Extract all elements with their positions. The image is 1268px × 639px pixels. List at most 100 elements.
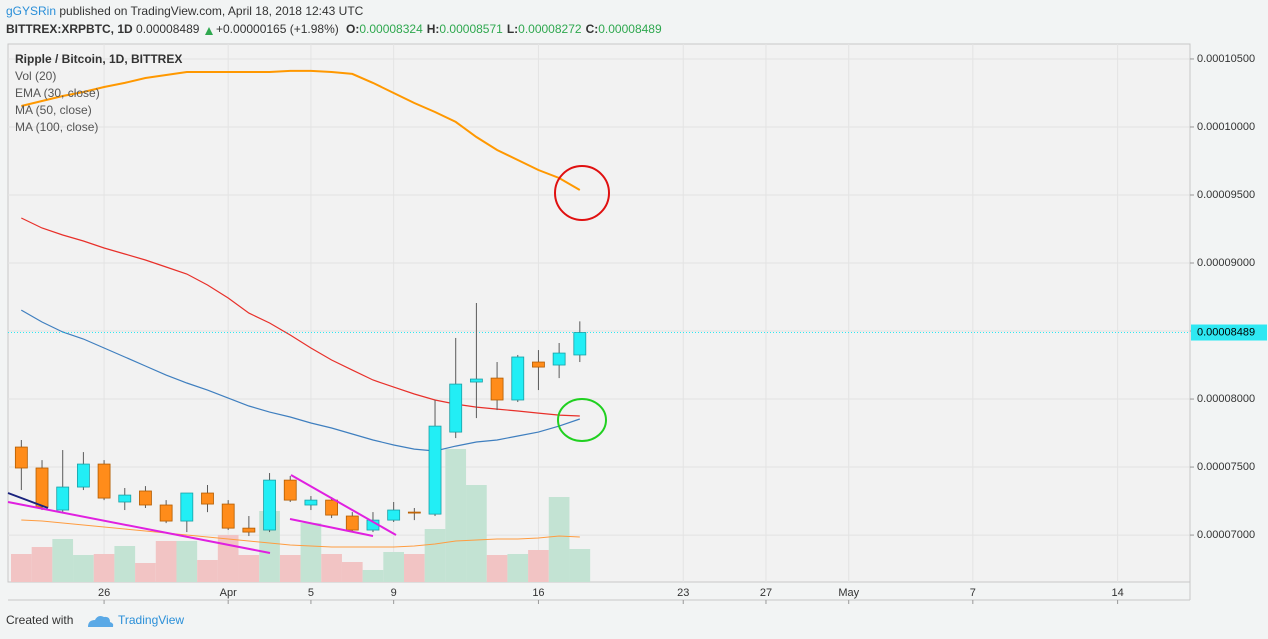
x-tick-label: Apr [220,587,237,599]
candle-body [407,511,421,514]
volume-bar [383,552,404,582]
volume-bar [176,541,198,582]
volume-bar [321,554,342,582]
legend-entry: MA (50, close) [15,103,92,117]
indicator-line [21,217,580,417]
y-tick-label: 0.00010000 [1197,121,1255,133]
plot-area [7,43,1191,583]
candle-body [76,463,90,488]
x-tick-label: 9 [391,587,397,599]
ohlc-key: L: [507,22,518,36]
ohlc-value: 0.00008272 [518,22,582,36]
published: published on TradingView.com, April 18, … [59,4,363,18]
volume-bar [93,554,115,582]
drawings [7,165,610,554]
candle-body [201,492,214,505]
legend-entry: MA (100, close) [15,120,98,134]
indicator-line [21,309,580,452]
volume-bar [135,563,156,582]
candle-body [97,463,111,499]
x-tick-label: May [838,587,859,599]
candle-body [304,499,318,506]
x-tick-label: 5 [308,587,314,599]
volume-bar [507,554,529,582]
indicator-line [21,69,581,191]
volume-bar [155,541,177,582]
candle-body [552,352,566,366]
last-price-box [1191,324,1267,341]
volume-bar [11,554,32,582]
candle-body [449,383,463,433]
legend-entry: Ripple / Bitcoin, 1D, BITTREX [15,52,182,66]
trend-line [289,518,374,537]
candle-body [14,446,28,469]
legend-entry: Vol (20) [15,69,56,83]
ohlc-value: 0.00008571 [439,22,503,36]
volume-bar [548,497,570,582]
y-tick-label: 0.00008000 [1197,393,1255,405]
y-tick-label: 0.00007500 [1197,461,1255,473]
candle-body [159,504,173,522]
candle-body [490,377,504,401]
legend-entry: EMA (30, close) [15,86,100,100]
volume-bar [300,523,322,582]
ohlc-key: C: [586,22,599,36]
y-tick-label: 0.00007000 [1197,529,1255,541]
volume-bar [197,560,218,582]
footer-brand: TradingView [118,613,184,627]
candle-body [283,479,297,501]
candle-body [263,479,276,531]
author: gGYSRin [6,4,56,18]
volume-bar [486,555,508,582]
x-tick-label: 27 [760,587,772,599]
footer-text: Created with [6,613,73,627]
quote-line: BITTREX:XRPBTC, 1D 0.00008489 [6,22,200,36]
x-tick-label: 26 [98,587,110,599]
candle-body [387,509,401,521]
volume-bar [73,555,94,582]
ohlc-key: O: [346,22,359,36]
candle-body [325,499,339,516]
candle-body [573,332,587,356]
candle-body [242,527,256,533]
y-tick-label: 0.00010500 [1197,53,1255,65]
volume-bar [52,539,74,582]
ohlc-key: H: [427,22,440,36]
circle-marker [557,398,607,442]
last: 0.00008489 [136,22,200,36]
x-tick-label: 16 [532,587,544,599]
tv-logo [88,616,114,627]
volume-bar [445,449,467,582]
x-tick-label: 14 [1111,587,1123,599]
trend-line [7,492,49,509]
candle-body [56,486,70,511]
volume-bar [362,570,384,582]
ohlc: O:0.00008324 H:0.00008571 L:0.00008272 C:0.… [346,22,662,36]
y-tick-label: 0.00009000 [1197,257,1255,269]
volume-bar [404,554,425,582]
x-tick-label: 23 [677,587,689,599]
symbol: BITTREX:XRPBTC, 1D [6,22,133,36]
header-line: gGYSRin published on TradingView.com, Ap… [6,4,364,18]
volume-bar [217,535,239,582]
volume-bar [238,555,260,582]
volume-bar [424,529,446,582]
volume-bar [279,555,301,582]
candle-body [180,492,194,522]
ohlc-value: 0.00008324 [359,22,423,36]
trend-line [7,501,271,554]
circle-marker [554,165,610,221]
candle-body [118,494,132,503]
candle-body [511,356,525,401]
volume-bar [341,562,363,582]
candle-body [428,425,442,515]
candle-body [532,361,545,368]
candle-body [139,490,152,506]
last-price-label: 0.00008489 [1197,326,1255,338]
up-arrow [205,27,213,35]
x-tick-label: 7 [970,587,976,599]
candle-body [35,467,49,508]
volume-bar [466,485,487,582]
volume-bar [31,547,53,582]
